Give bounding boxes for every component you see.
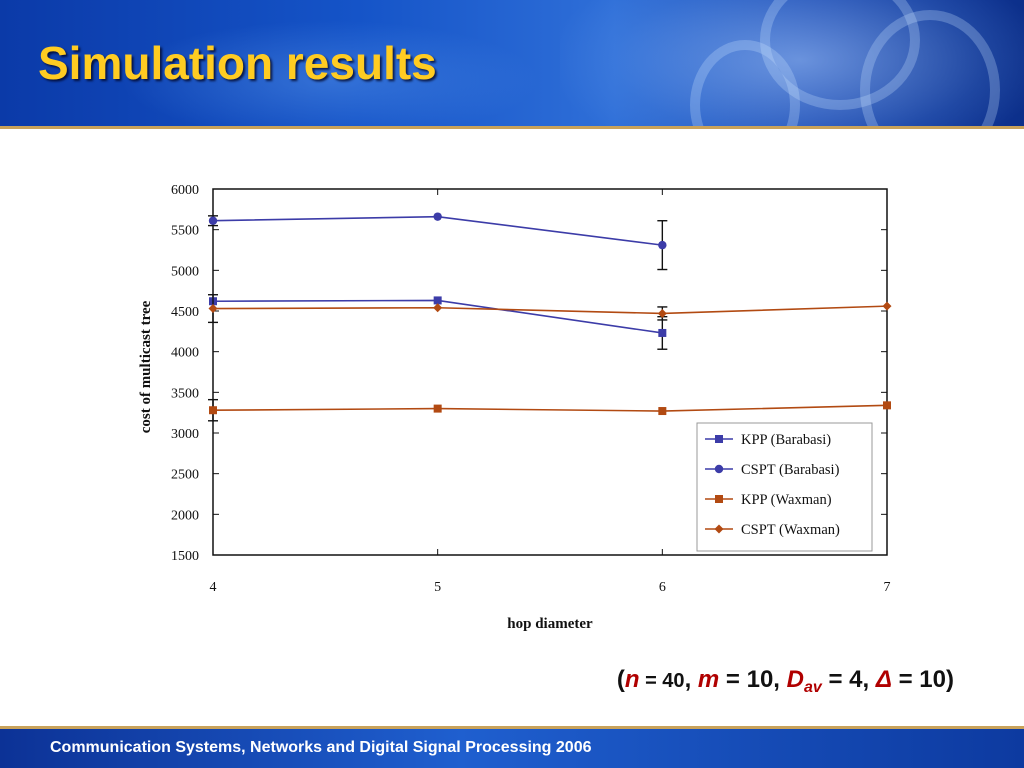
y-tick-label: 5000 xyxy=(171,264,199,279)
data-point xyxy=(658,240,667,250)
param-sep: , xyxy=(773,666,787,693)
x-tick-label: 4 xyxy=(210,580,217,595)
data-point xyxy=(658,407,667,416)
data-point xyxy=(433,404,442,413)
y-tick-label: 4500 xyxy=(171,305,199,320)
banner-cable-decoration xyxy=(860,10,1000,126)
y-tick-label: 6000 xyxy=(171,183,199,198)
legend: KPP (Barabasi) CSPT (Barabasi) KPP (Waxman… xyxy=(696,422,873,552)
param-sep: , xyxy=(862,666,876,693)
param-d-subscript: av xyxy=(803,679,822,696)
legend-label: CSPT (Waxman) xyxy=(741,522,840,538)
y-tick-label: 1500 xyxy=(171,549,199,564)
x-axis-label: hop diameter xyxy=(507,616,593,632)
param-n-var: n xyxy=(624,666,640,693)
banner-cable-decoration xyxy=(690,40,800,126)
x-tick-label: 7 xyxy=(884,580,891,595)
series xyxy=(208,212,668,271)
param-m-var: m xyxy=(697,666,720,693)
legend-swatch-marker xyxy=(714,464,724,474)
param-d-var: D xyxy=(786,666,804,693)
legend-swatch-marker xyxy=(715,435,723,443)
header-banner: Simulation results xyxy=(0,0,1024,126)
data-point xyxy=(433,212,442,221)
param-m-value: = 10 xyxy=(719,666,774,693)
data-point xyxy=(658,328,667,337)
series-line xyxy=(212,404,888,412)
legend-swatch-marker xyxy=(714,524,724,534)
footer-divider xyxy=(0,726,1024,729)
data-point xyxy=(883,401,891,410)
series-line xyxy=(212,305,888,315)
data-point xyxy=(208,304,218,314)
axis-ticks: 1500 2000 2500 3000 3500 4000 4500 5000 5500 6000… xyxy=(171,183,891,595)
legend-label: KPP (Barabasi) xyxy=(741,432,831,448)
data-point xyxy=(657,308,667,318)
legend-swatch-marker xyxy=(715,495,723,503)
header-divider xyxy=(0,126,1024,129)
footer-text: Communication Systems, Networks and Digi… xyxy=(50,739,592,756)
x-tick-label: 5 xyxy=(434,580,441,595)
param-d-value: = 4 xyxy=(821,666,863,693)
y-tick-label: 2000 xyxy=(171,508,199,523)
legend-label: KPP (Waxman) xyxy=(741,492,832,508)
simulation-parameters: (n = 40, m = 10, Dav = 4, Δ = 10) xyxy=(617,666,954,697)
y-tick-label: 3000 xyxy=(171,427,199,442)
param-delta-symbol: Δ xyxy=(875,666,892,693)
y-tick-label: 5500 xyxy=(171,224,199,239)
param-n-value: = 40 xyxy=(639,670,685,692)
y-tick-label: 3500 xyxy=(171,386,199,401)
slide-title: Simulation results xyxy=(38,37,437,89)
y-tick-label: 2500 xyxy=(171,468,199,483)
data-point xyxy=(208,216,218,225)
paren-open: ( xyxy=(616,666,625,693)
paren-close: ) xyxy=(946,666,954,693)
data-point xyxy=(209,406,217,415)
footer-bar: Communication Systems, Networks and Digi… xyxy=(0,729,1024,768)
series xyxy=(208,294,892,324)
x-tick-label: 6 xyxy=(659,580,666,595)
param-sep: , xyxy=(684,666,698,693)
data-point xyxy=(433,303,443,313)
banner-glow xyxy=(120,20,540,126)
param-delta-value: = 10 xyxy=(891,666,946,693)
y-axis-label: cost of multicast tree xyxy=(138,300,154,433)
legend-label: CSPT (Barabasi) xyxy=(741,462,840,478)
y-tick-label: 4000 xyxy=(171,346,199,361)
data-point xyxy=(882,301,892,311)
data-point xyxy=(433,296,442,305)
series xyxy=(208,398,891,422)
series-group xyxy=(208,212,892,422)
